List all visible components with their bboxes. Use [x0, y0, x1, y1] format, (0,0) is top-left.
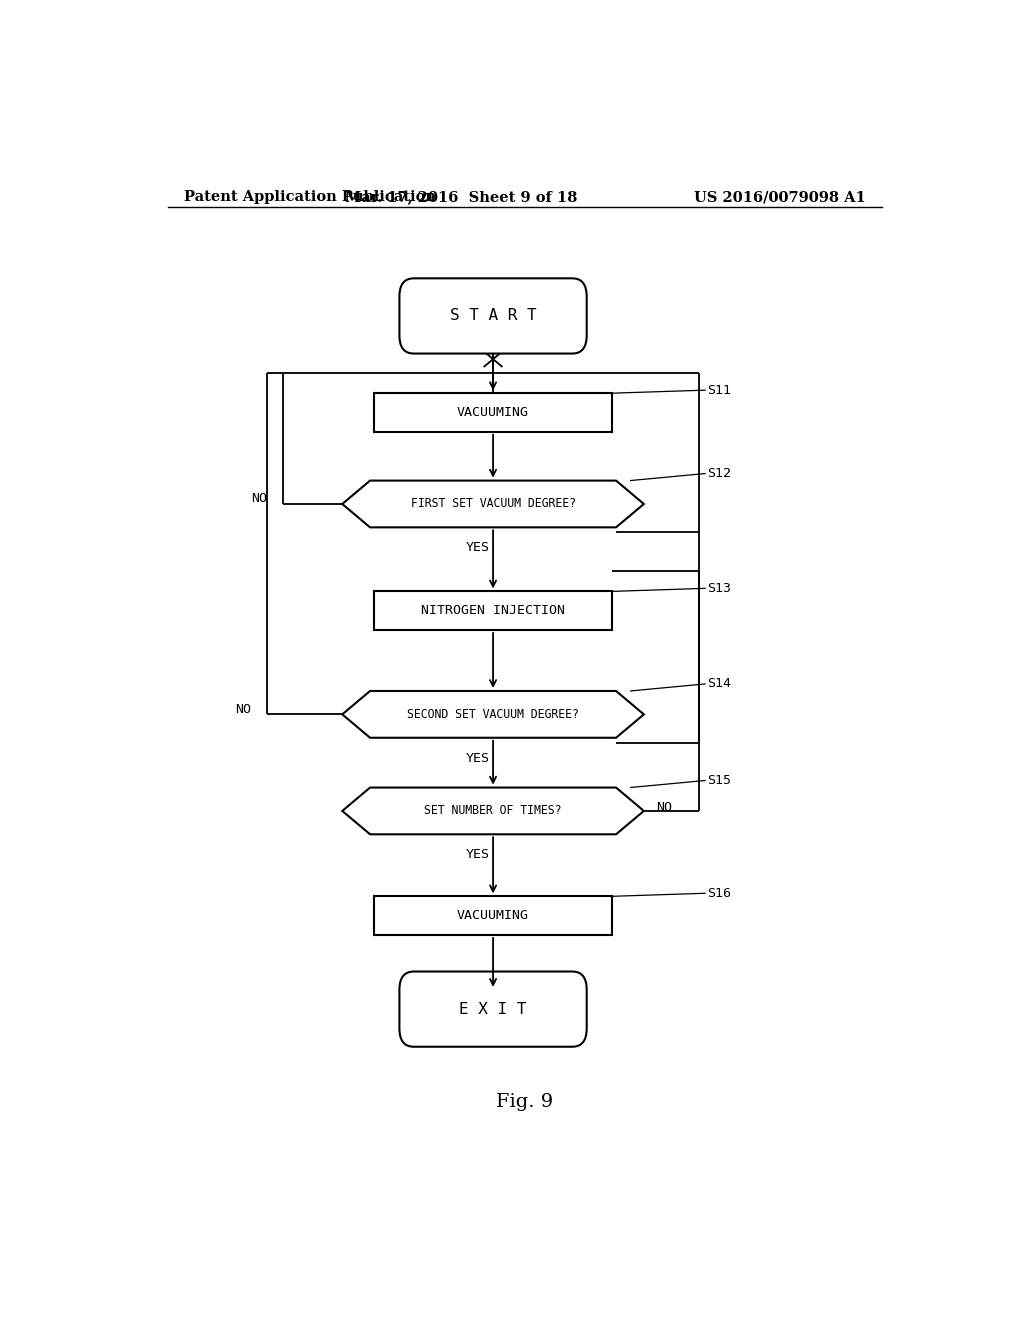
Text: Fig. 9: Fig. 9 [497, 1093, 553, 1110]
Text: S14: S14 [708, 677, 731, 690]
Bar [374, 393, 612, 432]
Polygon shape [342, 480, 644, 528]
Text: US 2016/0079098 A1: US 2016/0079098 A1 [694, 190, 866, 205]
Text: NITROGEN INJECTION: NITROGEN INJECTION [421, 605, 565, 618]
Text: VACUUMING: VACUUMING [457, 407, 529, 418]
FancyBboxPatch shape [399, 972, 587, 1047]
Text: S11: S11 [708, 384, 731, 396]
Text: NO: NO [251, 492, 267, 506]
Text: NO: NO [234, 702, 251, 715]
Text: S T A R T: S T A R T [450, 309, 537, 323]
Text: Mar. 17, 2016  Sheet 9 of 18: Mar. 17, 2016 Sheet 9 of 18 [345, 190, 578, 205]
Text: S12: S12 [708, 467, 731, 480]
FancyBboxPatch shape [399, 279, 587, 354]
Text: S16: S16 [708, 887, 731, 900]
Text: YES: YES [465, 849, 489, 861]
Bar [374, 591, 612, 630]
Text: YES: YES [465, 751, 489, 764]
Bar [374, 896, 612, 935]
Polygon shape [342, 690, 644, 738]
Text: YES: YES [465, 541, 489, 554]
Text: SECOND SET VACUUM DEGREE?: SECOND SET VACUUM DEGREE? [408, 708, 579, 721]
Text: SET NUMBER OF TIMES?: SET NUMBER OF TIMES? [424, 804, 562, 817]
Polygon shape [342, 788, 644, 834]
Text: S15: S15 [708, 774, 731, 787]
Text: Patent Application Publication: Patent Application Publication [183, 190, 435, 205]
Text: VACUUMING: VACUUMING [457, 909, 529, 923]
Text: FIRST SET VACUUM DEGREE?: FIRST SET VACUUM DEGREE? [411, 498, 575, 511]
Text: E X I T: E X I T [460, 1002, 526, 1016]
Text: NO: NO [655, 801, 672, 814]
Text: S13: S13 [708, 582, 731, 595]
